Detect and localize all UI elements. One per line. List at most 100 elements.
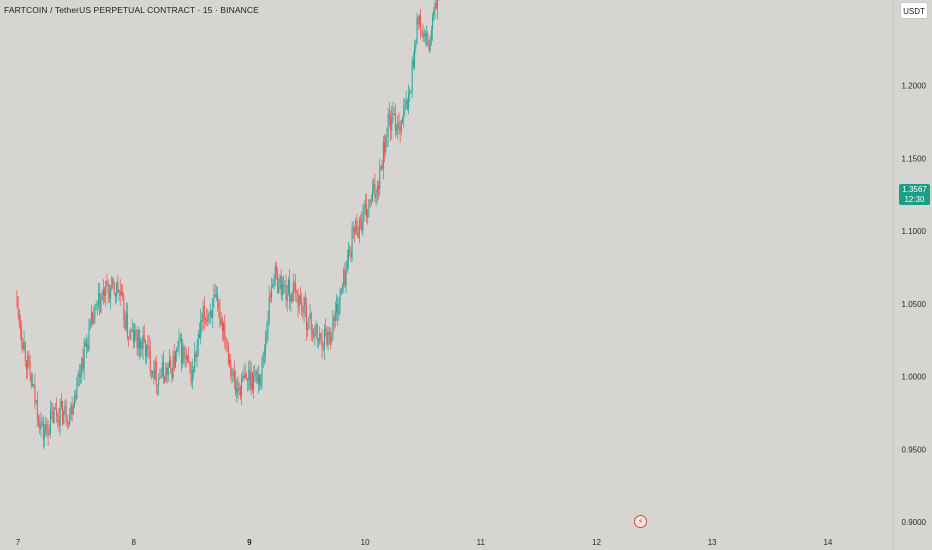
candle-body <box>327 332 329 345</box>
candle-body <box>397 122 399 129</box>
candle <box>416 12 418 45</box>
candle <box>380 164 382 171</box>
candle-body <box>253 375 255 390</box>
candle-body <box>202 306 204 322</box>
candle <box>265 330 267 363</box>
candle-body <box>182 346 184 364</box>
candle-body <box>124 319 126 330</box>
candle-body <box>349 249 351 253</box>
candle <box>361 211 363 234</box>
candle-body <box>391 115 393 131</box>
candle <box>132 323 134 349</box>
candle <box>200 308 202 345</box>
candle <box>329 327 331 350</box>
candle <box>257 365 259 394</box>
candle <box>362 204 364 237</box>
candle-body <box>429 38 431 51</box>
currency-button[interactable]: USDT <box>900 2 928 19</box>
candle <box>244 362 246 380</box>
candle <box>331 331 333 346</box>
candle <box>291 291 293 304</box>
candle-body <box>309 313 311 318</box>
candle-body <box>179 338 181 340</box>
candle-body <box>280 275 282 296</box>
candle-body <box>203 306 205 320</box>
x-tick-label: 14 <box>823 538 832 547</box>
candle-body <box>299 295 301 301</box>
candle-body <box>326 331 328 345</box>
candle-body <box>36 399 38 420</box>
candle-body <box>260 378 262 386</box>
candle <box>146 344 148 365</box>
candle <box>391 105 393 140</box>
y-tick-label: 0.9500 <box>902 445 927 454</box>
candle <box>106 274 108 287</box>
candle-body <box>308 317 310 328</box>
candle <box>292 273 294 302</box>
candle-body <box>422 33 424 38</box>
candle-body <box>226 342 228 346</box>
candle <box>348 241 350 270</box>
candle-body <box>173 355 175 368</box>
candle-body <box>261 361 263 379</box>
candle <box>131 319 133 333</box>
symbol-title: FARTCOIN / TetherUS PERPETUAL CONTRACT ·… <box>4 5 259 15</box>
candle-body <box>81 358 83 376</box>
candle <box>405 90 407 110</box>
x-tick-label: 13 <box>708 538 717 547</box>
candle <box>155 355 157 395</box>
candle-body <box>177 348 179 350</box>
candle <box>399 120 401 143</box>
candle <box>298 294 300 314</box>
candle <box>188 345 190 364</box>
candle-body <box>187 356 189 360</box>
candle <box>263 344 265 365</box>
candle <box>315 320 317 337</box>
candle <box>107 279 109 304</box>
candle <box>286 284 288 312</box>
candle <box>87 337 89 353</box>
candle-body <box>88 328 90 351</box>
candle-body <box>412 60 414 68</box>
candle-body <box>159 377 161 379</box>
candle-body <box>27 355 29 370</box>
candle <box>436 0 438 20</box>
candle-body <box>174 351 176 368</box>
candle-body <box>265 338 267 351</box>
candle-body <box>399 127 401 132</box>
candle <box>212 298 214 329</box>
candle-body <box>343 270 345 286</box>
candle <box>224 314 226 349</box>
candle-body <box>250 372 252 389</box>
candle-body <box>131 330 133 332</box>
candle <box>172 350 174 381</box>
candle-body <box>313 333 315 337</box>
candle-body <box>376 185 378 194</box>
candle-body <box>256 370 258 384</box>
lightning-bolt-icon[interactable]: ⚡ <box>634 515 647 528</box>
candlestick-series <box>16 0 441 450</box>
candle <box>225 336 227 353</box>
candle-body <box>90 312 92 320</box>
candle <box>426 25 428 47</box>
candle <box>382 135 384 180</box>
candle-body <box>328 332 330 335</box>
candle-body <box>290 294 292 302</box>
y-tick-label: 1.0500 <box>902 300 927 309</box>
candle-body <box>72 406 74 415</box>
candle-body <box>23 342 25 350</box>
candle-body <box>162 362 164 377</box>
candle <box>368 198 370 218</box>
candle <box>308 316 310 331</box>
x-tick-label: 11 <box>477 538 486 547</box>
candle <box>80 363 82 385</box>
candle-body <box>217 294 219 302</box>
candle <box>372 179 374 203</box>
candle <box>99 282 101 317</box>
candle-body <box>161 362 163 377</box>
candle-body <box>358 219 360 239</box>
candle <box>180 332 182 372</box>
candle <box>177 341 179 353</box>
